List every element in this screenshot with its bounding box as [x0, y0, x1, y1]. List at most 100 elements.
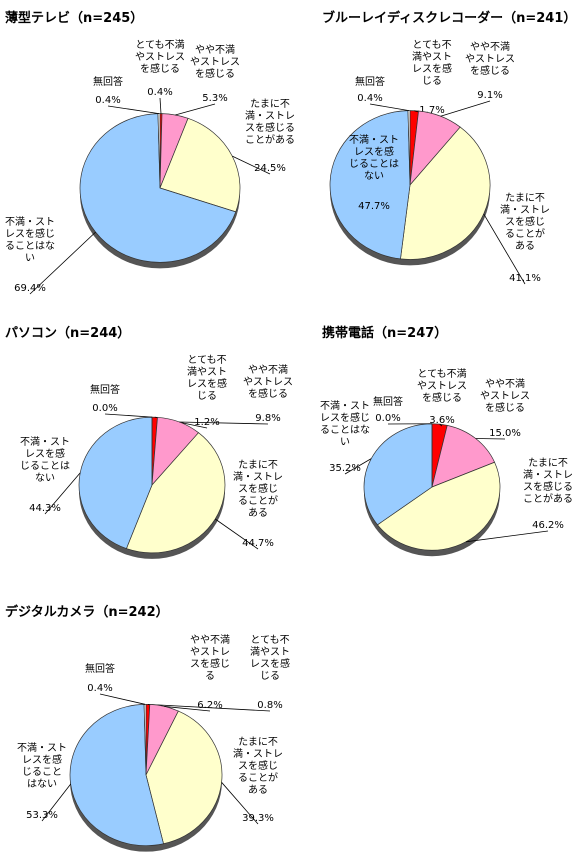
value-label: 44.7% — [242, 538, 274, 549]
slice-label: じることは — [349, 158, 399, 170]
value-label: 41.1% — [509, 273, 541, 284]
slice-label: ない — [35, 472, 55, 484]
slice-label: とても不満 — [417, 368, 466, 380]
slice-label: スを感じ — [238, 759, 278, 772]
leader-line — [44, 472, 81, 515]
slice-label: を感じる — [195, 67, 235, 80]
slice-label: とても不 — [412, 39, 451, 51]
pie-slice — [400, 126, 491, 260]
slice-label: レスを感 — [354, 145, 394, 158]
slice-label: を感じる — [470, 64, 510, 77]
slice-label: やストレス — [135, 51, 185, 63]
value-label: 1.7% — [419, 105, 444, 116]
slice-label: 満・ストレ — [500, 204, 550, 216]
value-label: 47.7% — [358, 201, 390, 212]
slice-label: 無回答 — [373, 395, 403, 408]
slice-label: 満やスト — [250, 646, 290, 658]
slice-label: とても不 — [187, 354, 226, 366]
value-label: 15.0% — [489, 428, 521, 439]
slice-label: 不満・スト — [320, 400, 370, 412]
value-label: 39.3% — [242, 813, 274, 824]
slice-label: 満・ストレ — [233, 471, 283, 483]
slice-label: 満やスト — [187, 366, 227, 378]
slice-label: やストレス — [465, 53, 515, 65]
leader-line — [29, 231, 96, 295]
slice-label: 無回答 — [90, 383, 120, 396]
chart-title: デジタルカメラ（n=242） — [5, 604, 169, 620]
leader-line — [99, 693, 146, 705]
leader-line — [41, 783, 71, 822]
slice-label: ある — [515, 240, 535, 252]
leader-line — [483, 213, 526, 285]
value-label: 35.2% — [329, 463, 361, 474]
chart-title: 薄型テレビ（n=245） — [5, 10, 143, 26]
slice-label: 満・ストレ — [245, 110, 295, 122]
value-label: 9.8% — [255, 413, 280, 424]
leader-line — [439, 423, 443, 427]
leader-line — [107, 105, 160, 115]
slice-label: とても不満 — [135, 39, 184, 51]
value-label: 0.0% — [92, 403, 117, 414]
slice-label: じる — [422, 75, 442, 87]
slice-label: ることはな — [5, 240, 55, 252]
value-label: 0.4% — [147, 87, 172, 98]
slice-label: 不満・スト — [17, 742, 67, 754]
slice-label: レスを感 — [250, 657, 290, 670]
leader-line — [369, 103, 410, 112]
slice-label: スを感じる — [523, 480, 573, 493]
slice-label: 無回答 — [93, 75, 123, 88]
slice-label: レスを感 — [187, 377, 227, 390]
slice-label: る — [205, 670, 215, 682]
slice-label: じる — [197, 390, 217, 402]
slice-label: とても不 — [250, 634, 289, 646]
slice-label: やや不満 — [190, 634, 230, 646]
value-label: 0.4% — [357, 93, 382, 104]
slice-label: たまに不 — [528, 457, 568, 469]
leader-line — [440, 100, 491, 117]
slice-label: を感じる — [485, 401, 525, 414]
slice-label: を感じる — [422, 391, 462, 404]
slice-label: 不満・スト — [20, 436, 70, 448]
pie-slice — [79, 113, 237, 263]
leader-line — [104, 413, 153, 418]
leader-line — [344, 458, 372, 475]
slice-label: じることは — [20, 460, 70, 472]
slice-label: レスを感 — [412, 62, 452, 75]
slice-label: ことがある — [523, 492, 573, 505]
slice-label: スを感じ — [190, 657, 230, 670]
slice-label: レスを感 — [25, 447, 65, 460]
slice-label: やストレス — [417, 380, 467, 392]
slice-label: ことがある — [245, 133, 295, 146]
slice-label: 不満・スト — [5, 216, 55, 228]
value-label: 24.5% — [254, 163, 286, 174]
slice-label: たまに不 — [505, 192, 545, 204]
slice-label: ることはな — [320, 424, 370, 436]
slice-label: 無回答 — [355, 75, 385, 88]
value-label: 69.4% — [14, 283, 46, 294]
pie-slice — [78, 416, 153, 550]
slice-label: 満・ストレ — [233, 748, 283, 760]
value-label: 46.2% — [532, 520, 564, 531]
slice-label: スを感じ — [238, 482, 278, 495]
leader-line — [214, 518, 259, 550]
value-label: 6.2% — [197, 700, 222, 711]
slice-label: ある — [248, 507, 268, 519]
slice-label: い — [25, 253, 35, 264]
value-label: 44.3% — [29, 503, 61, 514]
pie-slice — [329, 110, 411, 260]
slice-label: はない — [27, 778, 57, 790]
slice-label: 無回答 — [85, 662, 115, 675]
slice-label: やや不満 — [485, 378, 525, 390]
slice-label: い — [340, 437, 350, 448]
slice-label: を感じる — [140, 62, 180, 75]
slice-label: ない — [364, 170, 384, 182]
slice-label: じること — [22, 766, 62, 778]
value-label: 5.3% — [202, 93, 227, 104]
slice-label: たまに不 — [238, 736, 278, 748]
leader-line — [465, 530, 549, 543]
value-label: 0.8% — [257, 700, 282, 711]
slice-label: やや不満 — [248, 364, 288, 376]
slice-label: スを感じ — [505, 215, 545, 228]
slice-label: じる — [260, 670, 280, 682]
